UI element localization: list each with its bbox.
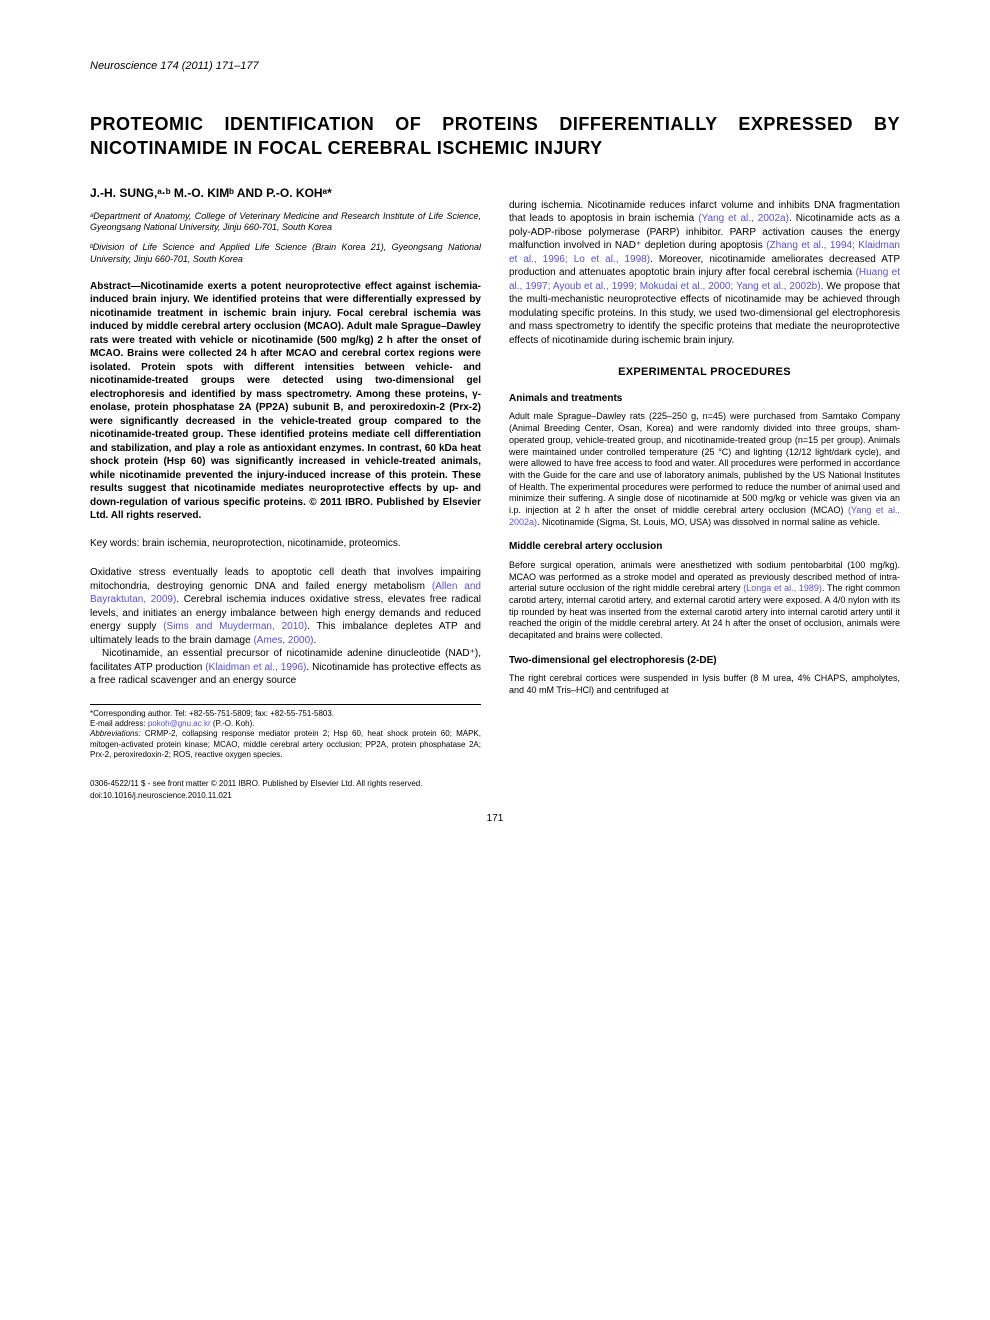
keywords-text: brain ischemia, neuroprotection, nicotin… (142, 538, 400, 549)
animals-body-b: . Nicotinamide (Sigma, St. Louis, MO, US… (537, 517, 880, 527)
abstract: Abstract—Nicotinamide exerts a potent ne… (90, 280, 481, 523)
journal-name: Neuroscience (90, 60, 157, 72)
citation-link[interactable]: (Yang et al., 2002a) (698, 213, 789, 224)
subheading-animals: Animals and treatments (509, 392, 900, 406)
front-matter: 0306-4522/11 $ - see front matter © 2011… (90, 778, 900, 800)
email-label: E-mail address: (90, 719, 146, 728)
article-title: PROTEOMIC IDENTIFICATION OF PROTEINS DIF… (90, 112, 900, 161)
twode-body: The right cerebral cortices were suspend… (509, 673, 900, 696)
footnotes: *Corresponding author. Tel: +82-55-751-5… (90, 704, 481, 761)
citation-link[interactable]: (Ames, 2000) (253, 635, 313, 646)
intro-p1-a: Oxidative stress eventually leads to apo… (90, 567, 481, 592)
keywords-label: Key words: (90, 538, 139, 549)
abbr-label: Abbreviations: (90, 729, 141, 738)
keywords: Key words: brain ischemia, neuroprotecti… (90, 537, 481, 551)
subheading-2de: Two-dimensional gel electrophoresis (2-D… (509, 654, 900, 668)
mcao-body: Before surgical operation, animals were … (509, 560, 900, 642)
two-column-body: J.-H. SUNG,ᵃ·ᵇ M.-O. KIMᵇ AND P.-O. KOHᵃ… (90, 185, 900, 761)
journal-citation: 174 (2011) 171–177 (160, 60, 258, 72)
intro-p1-d: . (313, 635, 316, 646)
animals-body-a: Adult male Sprague–Dawley rats (225–250 … (509, 411, 900, 515)
copyright-line: 0306-4522/11 $ - see front matter © 2011… (90, 778, 900, 789)
doi-line: doi:10.1016/j.neuroscience.2010.11.021 (90, 790, 900, 801)
citation-link[interactable]: (Longa et al., 1989) (743, 583, 822, 593)
intro-p2: Nicotinamide, an essential precursor of … (90, 647, 481, 688)
subheading-mcao: Middle cerebral artery occlusion (509, 540, 900, 554)
email-line: E-mail address: pokoh@gnu.ac.kr (P.-O. K… (90, 719, 481, 729)
abbr-text: CRMP-2, collapsing response mediator pro… (90, 729, 481, 759)
running-header: Neuroscience 174 (2011) 171–177 (90, 60, 900, 72)
citation-link[interactable]: (Sims and Muyderman, 2010) (163, 621, 307, 632)
animals-body: Adult male Sprague–Dawley rats (225–250 … (509, 411, 900, 528)
intro-p1: Oxidative stress eventually leads to apo… (90, 566, 481, 647)
page-number: 171 (90, 813, 900, 824)
email-link[interactable]: pokoh@gnu.ac.kr (148, 719, 211, 728)
affiliation-a: ᵃDepartment of Anatomy, College of Veter… (90, 211, 481, 234)
citation-link[interactable]: (Klaidman et al., 1996) (205, 662, 306, 673)
abbreviations: Abbreviations: CRMP-2, collapsing respon… (90, 729, 481, 760)
corresponding-author: *Corresponding author. Tel: +82-55-751-5… (90, 709, 481, 719)
affiliation-b: ᵇDivision of Life Science and Applied Li… (90, 242, 481, 265)
author-list: J.-H. SUNG,ᵃ·ᵇ M.-O. KIMᵇ AND P.-O. KOHᵃ… (90, 185, 481, 201)
email-tail: (P.-O. Koh). (213, 719, 255, 728)
intro-p3: during ischemia. Nicotinamide reduces in… (509, 199, 900, 348)
section-heading-experimental: EXPERIMENTAL PROCEDURES (509, 365, 900, 380)
